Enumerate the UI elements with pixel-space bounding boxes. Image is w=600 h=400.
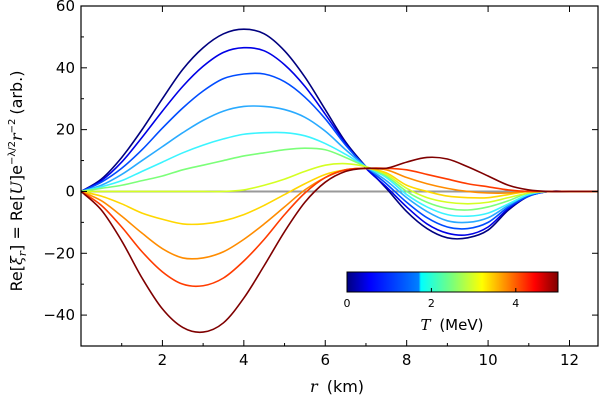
- series-line-3: [80, 105, 598, 224]
- series-line-5: [80, 147, 598, 211]
- y-label-rexp: −2: [7, 119, 18, 134]
- colorbar-tick-label: 2: [428, 297, 435, 310]
- series-layer: [80, 28, 598, 334]
- y-label-arb: (arb.): [7, 71, 26, 115]
- y-tick-label: −20: [43, 244, 75, 262]
- colorbar: 0 2 4 T (MeV): [344, 271, 559, 334]
- y-label-re1: Re[: [7, 265, 26, 291]
- y-label-sub-r: r: [16, 250, 29, 256]
- series-line-6: [81, 162, 598, 205]
- series-line-10: [80, 156, 598, 334]
- colorbar-label: T (MeV): [421, 316, 484, 334]
- colorbar-ticks: 0 2 4: [344, 288, 519, 310]
- series-line-9: [80, 167, 598, 288]
- colorbar-label-var: T: [421, 316, 432, 334]
- series-line-4: [80, 131, 598, 218]
- colorbar-gradient: [346, 271, 559, 293]
- x-tick-label: 6: [320, 351, 330, 369]
- series-line-1: [80, 46, 598, 236]
- plot-frame: [80, 5, 599, 347]
- x-tick-label: 8: [402, 351, 412, 369]
- y-tick-label: 60: [56, 0, 75, 15]
- x-tick-label: 10: [479, 351, 498, 369]
- y-axis-label: Re[ξr] = Re[U]e−λ/2r−2(arb.): [7, 71, 29, 292]
- x-tick-label: 12: [560, 351, 579, 369]
- y-tick-label: −40: [43, 306, 75, 324]
- y-tick-label: 20: [56, 121, 75, 139]
- x-axis-label-unit: (km): [327, 377, 364, 396]
- y-label-close: ]: [7, 175, 26, 181]
- series-line-8: [80, 167, 598, 260]
- x-tick-label: 2: [158, 351, 168, 369]
- y-label-u: U: [7, 181, 26, 195]
- y-label-mid: ] = Re[: [7, 195, 26, 251]
- y-label-r: r: [7, 132, 26, 141]
- y-tick-label: 40: [56, 59, 75, 77]
- x-tick-label: 4: [239, 351, 249, 369]
- series-line-2: [80, 72, 598, 230]
- series-line-0: [80, 28, 598, 240]
- y-label-exp: −λ/2: [7, 141, 18, 165]
- colorbar-tick-label: 4: [512, 297, 519, 310]
- y-tick-label: 0: [65, 182, 75, 200]
- series-line-7: [80, 167, 598, 226]
- y-label-e: e: [7, 165, 26, 175]
- colorbar-tick-label: 0: [344, 297, 351, 310]
- x-axis-label: r (km): [310, 377, 364, 396]
- colorbar-label-unit: (MeV): [439, 316, 483, 334]
- x-axis-label-var: r: [310, 377, 319, 396]
- y-label-xi: ξ: [7, 255, 26, 265]
